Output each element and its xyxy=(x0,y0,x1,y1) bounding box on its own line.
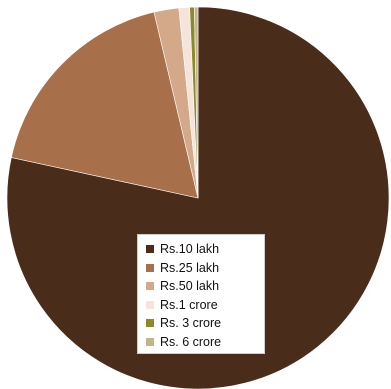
pie-slices xyxy=(6,6,390,389)
chart-legend: Rs.10 lakh Rs.25 lakh Rs.50 lakh Rs.1 cr… xyxy=(137,234,265,354)
legend-swatch xyxy=(146,337,154,346)
pie-slice-rs-25-lakh xyxy=(10,11,199,199)
legend-item: Rs.25 lakh xyxy=(146,259,258,278)
pie-slice-rs-6-crore xyxy=(194,6,199,199)
legend-label: Rs.50 lakh xyxy=(160,279,220,294)
legend-label: Rs. 6 crore xyxy=(160,334,222,349)
legend-label: Rs.25 lakh xyxy=(160,260,220,275)
legend-label: Rs. 3 crore xyxy=(160,316,222,331)
legend-swatch xyxy=(146,245,154,254)
legend-label: Rs.1 crore xyxy=(160,297,218,312)
legend-item: Rs.50 lakh xyxy=(146,277,258,296)
legend-item: Rs. 6 crore xyxy=(146,333,258,352)
legend-swatch xyxy=(146,319,154,328)
legend-swatch xyxy=(146,300,154,309)
legend-item: Rs.1 crore xyxy=(146,296,258,315)
legend-label: Rs.10 lakh xyxy=(160,242,220,257)
legend-item: Rs.10 lakh xyxy=(146,240,258,259)
legend-swatch xyxy=(146,282,154,291)
legend-swatch xyxy=(146,263,154,272)
legend-item: Rs. 3 crore xyxy=(146,314,258,333)
